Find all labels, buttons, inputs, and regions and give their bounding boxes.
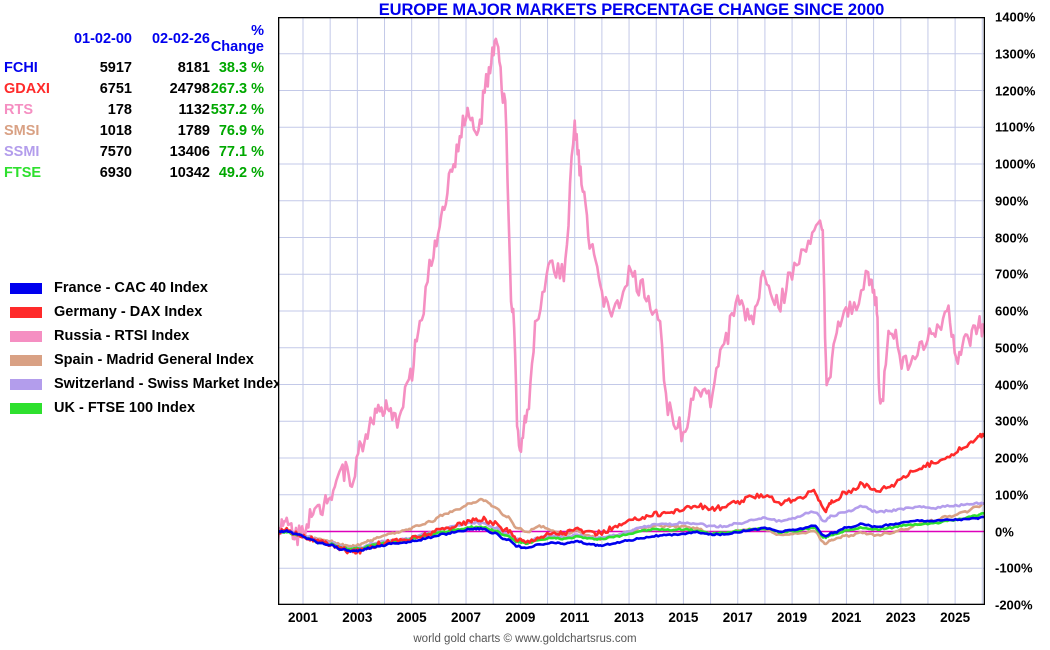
- chart-legend: France - CAC 40 Index Germany - DAX Index…: [10, 276, 281, 420]
- legend-swatch-icon: [10, 402, 42, 414]
- table-row: SSMI 7570 13406 77.1 %: [0, 141, 272, 162]
- y-axis-tick-label: -200%: [995, 597, 1033, 613]
- y-axis-tick-label: -100%: [995, 560, 1033, 576]
- row-symbol: SSMI: [4, 143, 40, 160]
- x-axis-tick-label: 2023: [885, 610, 916, 625]
- legend-swatch-icon: [10, 306, 42, 318]
- plot-area: [278, 17, 985, 605]
- series-line-fchi: [278, 515, 985, 553]
- row-percent-change: 77.1 %: [218, 143, 264, 160]
- legend-item-gdaxi[interactable]: Germany - DAX Index: [10, 300, 281, 324]
- x-axis-tick-label: 2015: [668, 610, 699, 625]
- col-header-date-start: 01-02-00: [73, 30, 132, 47]
- row-start-value: 6751: [99, 80, 132, 97]
- y-axis-tick-label: 900%: [995, 193, 1029, 209]
- legend-label: Spain - Madrid General Index: [54, 352, 254, 368]
- row-start-value: 7570: [99, 143, 132, 160]
- row-percent-change: 49.2 %: [218, 164, 264, 181]
- x-axis-tick-label: 2021: [831, 610, 862, 625]
- legend-item-smsi[interactable]: Spain - Madrid General Index: [10, 348, 281, 372]
- summary-table: 01-02-00 02-02-26 % Change FCHI 5917 8181 3…: [0, 20, 272, 183]
- table-row: RTS 178 1132 537.2 %: [0, 99, 272, 120]
- chart-svg: [278, 17, 985, 605]
- legend-swatch-icon: [10, 330, 42, 342]
- row-start-value: 1018: [99, 122, 132, 139]
- table-row: GDAXI 6751 24798 267.3 %: [0, 78, 272, 99]
- page-title: EUROPE MAJOR MARKETS PERCENTAGE CHANGE S…: [378, 1, 885, 19]
- y-axis-tick-label: 600%: [995, 303, 1029, 319]
- y-axis-tick-label: 800%: [995, 230, 1029, 245]
- row-percent-change: 537.2 %: [210, 101, 264, 118]
- row-percent-change: 76.9 %: [218, 122, 264, 139]
- y-axis-tick-label: 1300%: [995, 46, 1036, 62]
- legend-item-fchi[interactable]: France - CAC 40 Index: [10, 276, 281, 300]
- y-axis-tick-label: 300%: [995, 413, 1029, 429]
- x-axis-tick-label: 2003: [342, 610, 373, 625]
- row-end-value: 13406: [169, 143, 210, 160]
- col-header-date-end: 02-02-26: [151, 30, 210, 47]
- row-start-value: 178: [107, 101, 132, 118]
- x-axis-tick-label: 2007: [450, 610, 482, 625]
- y-axis-tick-label: 1000%: [995, 156, 1036, 172]
- legend-label: France - CAC 40 Index: [54, 280, 208, 296]
- legend-label: Russia - RTSI Index: [54, 328, 190, 344]
- x-axis-tick-label: 2005: [396, 610, 427, 625]
- row-start-value: 5917: [99, 59, 132, 76]
- row-start-value: 6930: [99, 164, 132, 181]
- table-row: SMSI 1018 1789 76.9 %: [0, 120, 272, 141]
- legend-item-ftse[interactable]: UK - FTSE 100 Index: [10, 396, 281, 420]
- y-axis-tick-label: 700%: [995, 266, 1029, 282]
- y-axis: 1400% 1300% 1200% 1100% 1000% 900% 800% 700% 600…: [995, 10, 1050, 613]
- legend-label: Switzerland - Swiss Market Index: [54, 376, 282, 392]
- y-axis-tick-label: 200%: [995, 450, 1029, 466]
- series-line-ftse: [278, 511, 985, 551]
- legend-swatch-icon: [10, 378, 42, 390]
- plot-frame: [278, 17, 985, 605]
- row-end-value: 8181: [177, 59, 210, 76]
- table-row: FCHI 5917 8181 38.3 %: [0, 57, 272, 78]
- col-header-symbol: [0, 20, 60, 57]
- row-end-value: 1132: [178, 101, 210, 118]
- legend-swatch-icon: [10, 354, 42, 366]
- y-axis-tick-label: 0%: [995, 524, 1014, 539]
- col-header-percent-change: % Change: [210, 22, 264, 55]
- row-percent-change: 38.3 %: [218, 59, 264, 76]
- row-symbol: SMSI: [4, 122, 40, 139]
- legend-label: UK - FTSE 100 Index: [54, 400, 196, 416]
- footer-credit: world gold charts © www.goldchartsrus.co…: [413, 633, 637, 645]
- legend-swatch-icon: [10, 282, 42, 294]
- row-end-value: 1789: [177, 122, 210, 139]
- series-line-rts: [278, 37, 985, 547]
- y-axis-tick-label: 1400%: [995, 9, 1036, 25]
- y-axis-tick-label: 1200%: [995, 83, 1036, 98]
- x-axis-tick-label: 2013: [614, 610, 645, 625]
- table-row: FTSE 6930 10342 49.2 %: [0, 162, 272, 183]
- row-symbol: FCHI: [4, 59, 38, 76]
- row-percent-change: 267.3 %: [210, 80, 264, 97]
- row-end-value: 24798: [169, 80, 210, 97]
- legend-item-rts[interactable]: Russia - RTSI Index: [10, 324, 281, 348]
- legend-label: Germany - DAX Index: [54, 304, 203, 320]
- row-symbol: RTS: [4, 101, 33, 118]
- y-axis-tick-label: 500%: [995, 340, 1029, 356]
- legend-item-ssmi[interactable]: Switzerland - Swiss Market Index: [10, 372, 281, 396]
- x-axis: 2001 2003 2005 2007 2009 2011 2013 2015 2017 2019…: [278, 608, 985, 630]
- x-axis-tick-label: 2009: [505, 610, 536, 625]
- summary-table-header-row: 01-02-00 02-02-26 % Change: [0, 20, 272, 57]
- x-axis-tick-label: 2001: [287, 610, 319, 625]
- y-axis-tick-label: 100%: [995, 487, 1029, 503]
- row-end-value: 10342: [169, 164, 210, 181]
- y-axis-tick-label: 1100%: [995, 119, 1035, 135]
- x-axis-tick-label: 2019: [777, 610, 808, 625]
- x-axis-tick-label: 2017: [722, 610, 753, 625]
- x-axis-tick-label: 2011: [560, 610, 590, 625]
- row-symbol: FTSE: [4, 164, 42, 181]
- x-axis-tick-label: 2025: [940, 610, 971, 625]
- row-symbol: GDAXI: [4, 80, 50, 97]
- y-axis-tick-label: 400%: [995, 377, 1029, 392]
